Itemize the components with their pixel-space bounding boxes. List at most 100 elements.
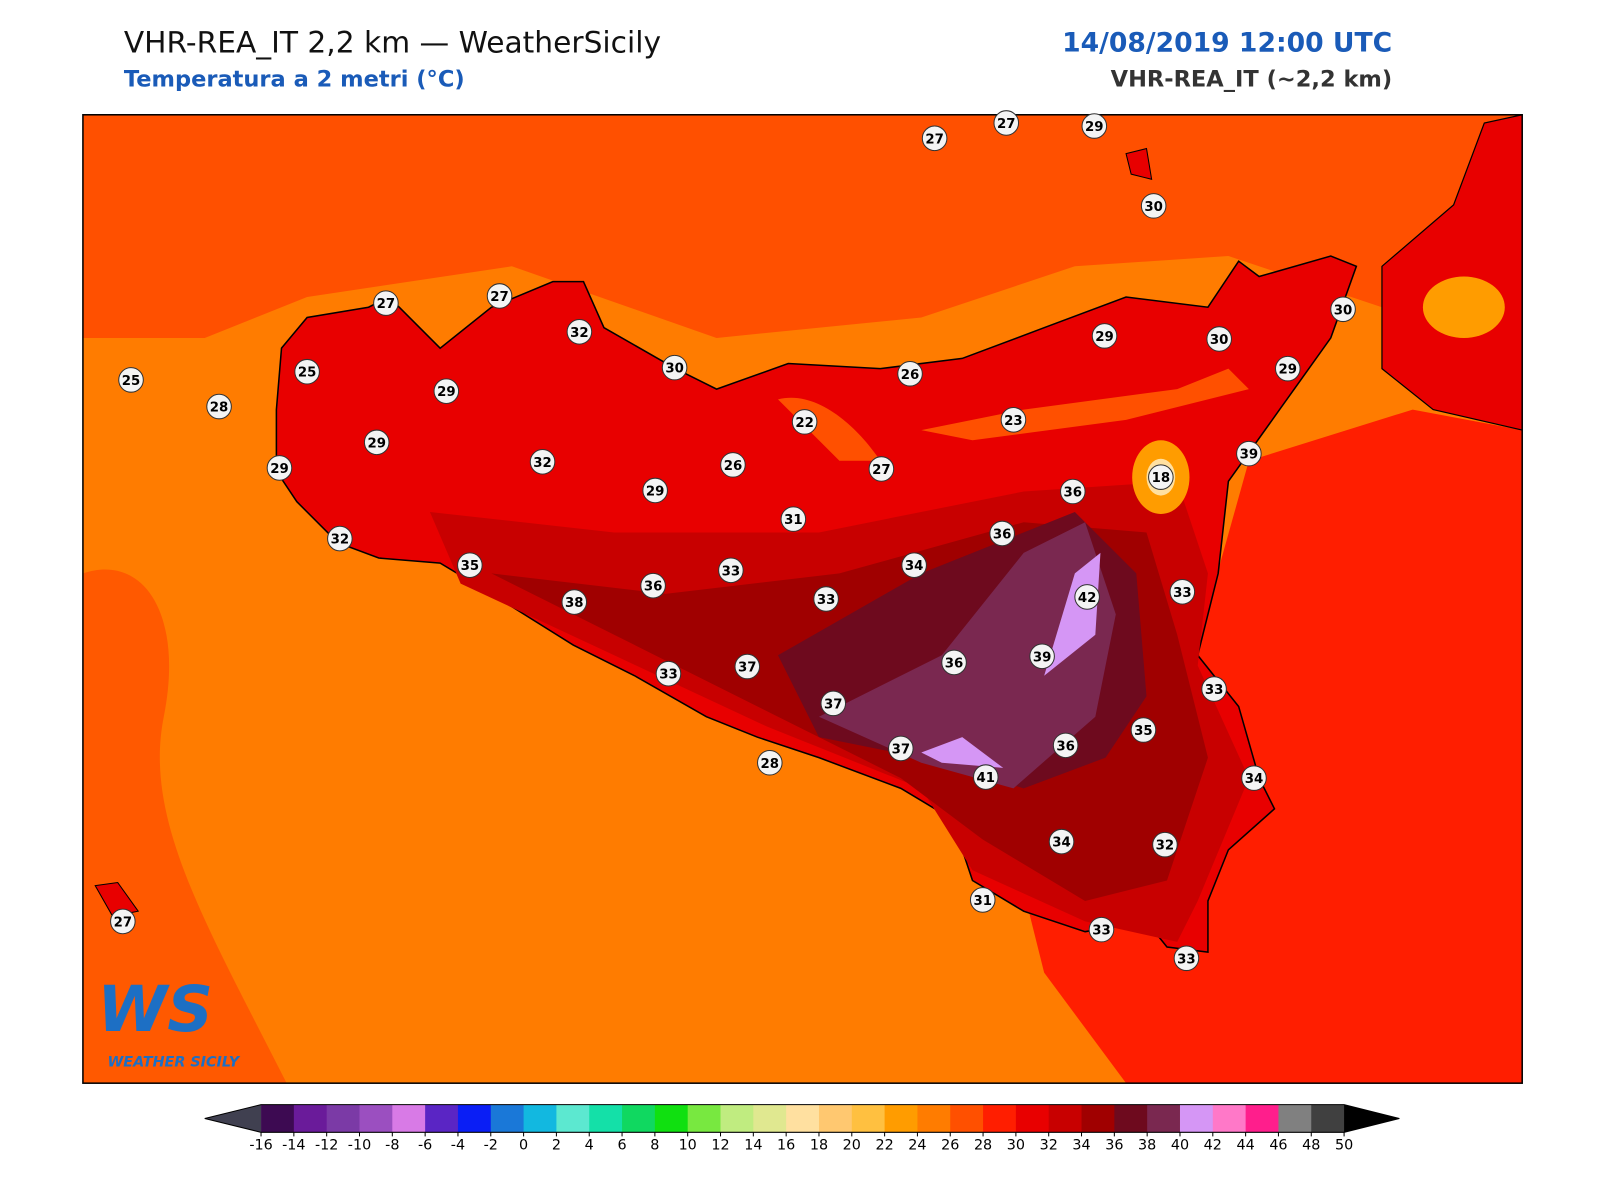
- colorbar-tick-label: 32: [1040, 1138, 1058, 1154]
- colorbar-segment: [490, 1104, 525, 1133]
- station-value: 32: [1156, 839, 1175, 854]
- colorbar-segment: [1245, 1104, 1279, 1133]
- colorbar-tick-label: -2: [484, 1138, 498, 1154]
- station-value: 32: [331, 533, 350, 548]
- colorbar-segment: [1147, 1104, 1181, 1133]
- station-marker: [897, 360, 923, 387]
- station-marker: [1060, 478, 1086, 505]
- colorbar-tick-label: 12: [711, 1138, 729, 1154]
- station-value: 22: [795, 416, 814, 431]
- station-value: 37: [738, 661, 757, 676]
- colorbar-segment: [523, 1104, 557, 1133]
- station-marker: [720, 452, 746, 478]
- map: WS WEATHER SICILY: [82, 114, 1523, 1084]
- colorbar-tick-label: 26: [941, 1138, 959, 1154]
- station-marker: [1169, 579, 1196, 605]
- station-value: 34: [1245, 772, 1264, 787]
- station-value: 23: [1004, 414, 1023, 429]
- station-value: 36: [1056, 739, 1075, 754]
- station-marker: [373, 290, 399, 316]
- station-marker: [973, 764, 999, 790]
- station-marker: [1148, 464, 1174, 490]
- station-marker: [1130, 717, 1157, 743]
- colorbar-tick-label: 2: [552, 1138, 561, 1154]
- station-value: 42: [1078, 591, 1097, 606]
- colorbar-tick-label: 48: [1302, 1138, 1320, 1154]
- colorbar-segment: [425, 1104, 459, 1133]
- colorbar-tick-label: -4: [451, 1138, 465, 1154]
- colorbar-tick-label: 28: [974, 1138, 992, 1154]
- station-marker: [780, 506, 807, 532]
- colorbar-segment: [753, 1104, 787, 1133]
- colorbar-tick-label: 6: [617, 1138, 626, 1154]
- station-value: 32: [533, 456, 552, 471]
- station-marker: [813, 586, 839, 612]
- station-marker: [363, 429, 390, 456]
- station-value: 26: [724, 459, 743, 474]
- colorbar-tick-label: 38: [1138, 1138, 1156, 1154]
- station-value: 26: [901, 368, 920, 383]
- logo-mark: WS: [97, 972, 213, 1046]
- colorbar-segment: [1048, 1104, 1083, 1133]
- colorbar-segment: [392, 1104, 426, 1133]
- colorbar-under: [204, 1104, 262, 1133]
- colorbar-tick-label: -10: [348, 1138, 371, 1154]
- station-value: 33: [817, 593, 836, 608]
- station-marker: [1140, 193, 1167, 219]
- station-marker: [757, 749, 783, 776]
- zone-extreme: [818, 522, 1116, 789]
- colorbar-tick-label: -6: [418, 1138, 432, 1154]
- station-value: 34: [1052, 836, 1071, 851]
- colorbar-tick-label: 18: [810, 1138, 828, 1154]
- colorbar-tick-label: 44: [1237, 1138, 1255, 1154]
- colorbar-tick-label: 42: [1204, 1138, 1222, 1154]
- station-marker: [1236, 440, 1262, 467]
- station-marker: [1241, 765, 1267, 791]
- colorbar-segment: [261, 1104, 295, 1133]
- station-marker: [327, 525, 353, 552]
- colorbar-tick-label: 0: [519, 1138, 528, 1154]
- colorbar-tick-label: 10: [679, 1138, 697, 1154]
- colorbar-segment: [326, 1104, 361, 1133]
- station-value: 31: [973, 894, 992, 909]
- calabria-hills: [1422, 276, 1505, 338]
- colorbar-segment: [589, 1104, 623, 1133]
- colorbar-segment: [359, 1104, 393, 1133]
- station-marker: [1152, 831, 1178, 858]
- station-marker: [457, 552, 483, 578]
- station-value: 33: [1205, 683, 1224, 698]
- station-value: 33: [659, 668, 678, 683]
- station-value: 29: [1095, 330, 1114, 345]
- station-value: 27: [377, 297, 396, 312]
- colorbar-segment: [884, 1104, 918, 1133]
- station-marker: [1173, 945, 1200, 972]
- station-marker: [1081, 113, 1108, 139]
- station-value: 41: [977, 771, 996, 786]
- station-value: 25: [298, 366, 317, 381]
- colorbar-tick-label: 34: [1072, 1138, 1090, 1154]
- station-value: 35: [461, 559, 480, 574]
- colorbar-segment: [622, 1104, 656, 1133]
- station-value: 30: [1334, 303, 1353, 318]
- colorbar-segment: [1081, 1104, 1115, 1133]
- station-value: 18: [1152, 471, 1171, 486]
- colorbar-segment: [687, 1104, 722, 1133]
- island: [1125, 147, 1153, 180]
- station-marker: [941, 649, 967, 676]
- station-value: 36: [644, 580, 663, 595]
- colorbar-segment: [917, 1104, 951, 1133]
- station-marker: [642, 477, 668, 504]
- station-marker: [1088, 916, 1115, 943]
- colorbar-segment: [556, 1104, 590, 1133]
- station-marker: [718, 557, 744, 584]
- station-marker: [989, 520, 1015, 547]
- map-frame: [82, 114, 1523, 1084]
- station-value: 27: [490, 290, 509, 305]
- station-marker: [1330, 296, 1356, 323]
- station-marker: [901, 552, 927, 578]
- station-marker: [561, 589, 588, 615]
- station-marker: [1206, 326, 1232, 352]
- station-marker: [969, 887, 996, 913]
- logo-text: WEATHER SICILY: [107, 1055, 240, 1071]
